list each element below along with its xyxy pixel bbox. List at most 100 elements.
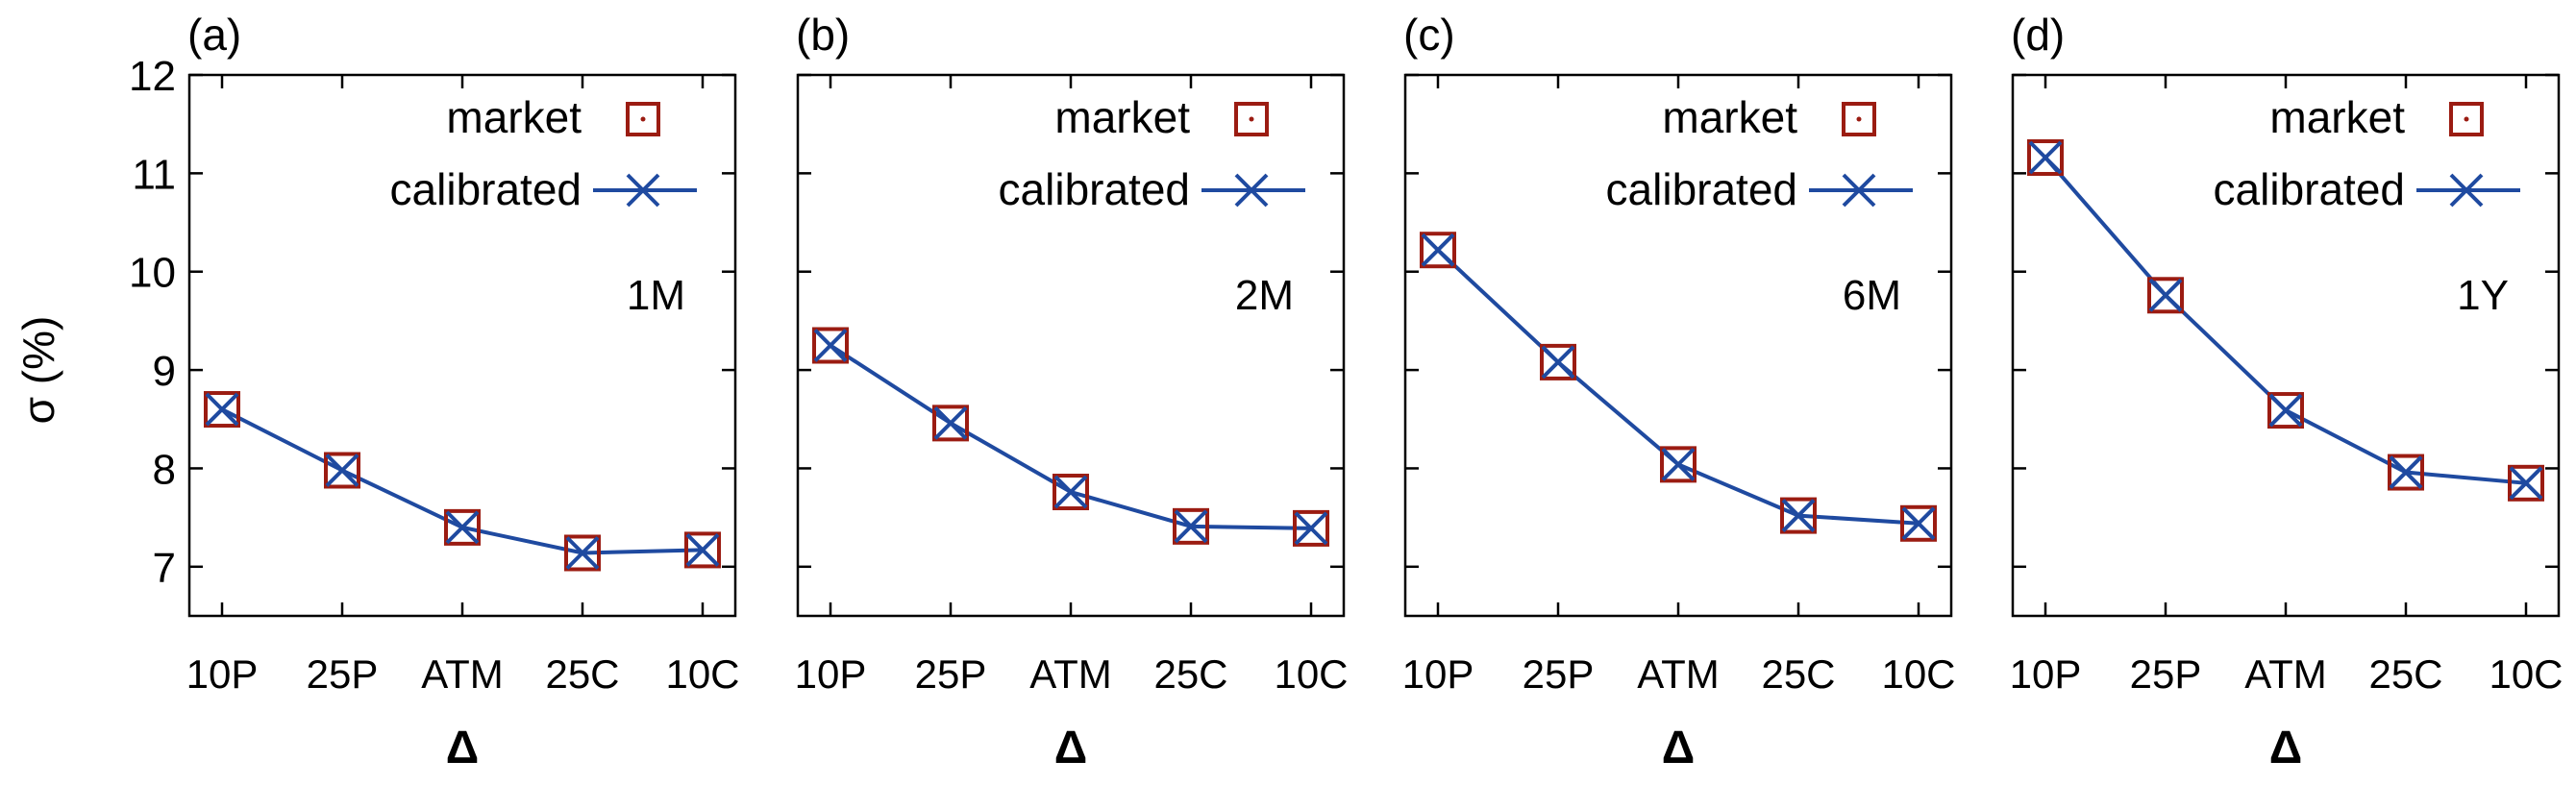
legend-label-market: market <box>446 92 582 142</box>
calibrated-point <box>2028 140 2063 175</box>
legend-label-market: market <box>2269 92 2405 142</box>
calibrated-point <box>1053 475 1088 509</box>
calibrated-point <box>1421 233 1455 267</box>
calibrated-point <box>445 510 480 545</box>
x-axis-label: Δ <box>1662 723 1696 773</box>
plot-frame <box>187 73 737 618</box>
market-point <box>204 391 240 429</box>
legend-market-icon <box>2449 102 2484 136</box>
market-point <box>444 508 481 546</box>
plot-frame <box>1403 73 1953 618</box>
calibrated-point <box>1661 447 1696 481</box>
y-tick-label: 11 <box>132 151 176 198</box>
legend-market-icon <box>1234 102 1269 136</box>
x-tick-label: 25P <box>2130 651 2202 697</box>
market-point <box>932 405 969 442</box>
y-tick-label: 12 <box>129 53 176 100</box>
market-point <box>324 452 360 489</box>
legend-market-dot <box>2464 116 2469 122</box>
legend-label-calibrated: calibrated <box>999 164 1190 214</box>
panel-label: (c) <box>1403 10 1455 60</box>
x-tick-label: 10C <box>1274 651 1348 697</box>
panel-1: 7 8 9 10 11 12 10P 25P ATM 25C 10C Δ (a) 1M market cali… <box>129 10 739 773</box>
x-tick-label: ATM <box>2244 651 2327 697</box>
legend-calibrated-icon <box>2449 173 2484 208</box>
x-tick-label: 25P <box>915 651 987 697</box>
calibrated-point <box>1541 345 1575 380</box>
market-point <box>2508 464 2544 502</box>
x-tick-label: 10C <box>2489 651 2563 697</box>
tenor-label: 1M <box>627 272 685 319</box>
y-tick-label: 9 <box>153 348 176 395</box>
legend-label-calibrated: calibrated <box>1606 164 1797 214</box>
x-tick-label: 25C <box>2368 651 2442 697</box>
y-tick-label: 10 <box>129 250 176 297</box>
market-point <box>1293 509 1329 547</box>
market-point <box>812 327 849 364</box>
x-tick-label: 25P <box>307 651 379 697</box>
panel-2: 10P 25P ATM 25C 10C Δ (b) 2M market calibrated <box>795 10 1349 773</box>
plot-frame <box>796 73 1346 618</box>
legend-label-calibrated: calibrated <box>2214 164 2405 214</box>
market-point <box>2388 454 2424 491</box>
calibrated-point <box>2389 455 2423 489</box>
x-tick-label: 10P <box>1402 651 1474 697</box>
legend-market-dot <box>1856 116 1862 122</box>
legend-label-market: market <box>1662 92 1797 142</box>
x-tick-label: 25C <box>1153 651 1227 697</box>
x-tick-label: 25C <box>545 651 619 697</box>
market-point <box>1053 474 1089 511</box>
panel-4: 10P 25P ATM 25C 10C Δ (d) 1Y market calibrated <box>2010 10 2564 773</box>
calibrated-line <box>221 407 704 555</box>
market-point <box>1780 497 1817 534</box>
y-tick-label: 7 <box>153 545 176 592</box>
market-point <box>2027 138 2064 176</box>
calibrated-point <box>1901 506 1936 541</box>
legend-market-icon <box>626 102 660 136</box>
legend-market-dot <box>640 116 646 122</box>
legend-label-market: market <box>1054 92 1190 142</box>
calibrated-point <box>1174 509 1208 544</box>
calibrated-point <box>205 392 239 427</box>
calibrated-line <box>829 343 1312 530</box>
y-axis-label: σ (%) <box>13 316 63 425</box>
legend-calibrated-icon <box>1234 173 1269 208</box>
tenor-label: 6M <box>1843 272 1901 319</box>
tenor-label: 2M <box>1235 272 1294 319</box>
legend-calibrated-icon <box>1842 173 1876 208</box>
x-tick-label: 10C <box>1881 651 1955 697</box>
x-axis-label: Δ <box>2269 723 2303 773</box>
calibrated-point <box>813 329 848 362</box>
calibrated-point <box>1294 511 1328 546</box>
x-axis-label: Δ <box>1054 723 1088 773</box>
market-point <box>1900 504 1937 542</box>
x-tick-label: 25C <box>1761 651 1835 697</box>
x-tick-label: ATM <box>1637 651 1720 697</box>
x-tick-label: 10C <box>665 651 739 697</box>
calibrated-point <box>933 405 968 440</box>
calibrated-point <box>2268 393 2303 428</box>
x-tick-label: ATM <box>1029 651 1112 697</box>
panel-label: (d) <box>2011 10 2065 60</box>
plot-frame <box>2011 73 2561 618</box>
y-tick-label: 8 <box>153 446 176 493</box>
panel-3: 10P 25P ATM 25C 10C Δ (c) 6M market calibrated <box>1402 10 1956 773</box>
market-point <box>684 531 721 569</box>
calibrated-point <box>565 536 600 570</box>
x-tick-label: ATM <box>421 651 504 697</box>
market-point <box>2267 392 2304 429</box>
market-point <box>1420 232 1456 269</box>
x-tick-label: 10P <box>186 651 259 697</box>
panel-label: (b) <box>796 10 850 60</box>
x-tick-label: 25P <box>1523 651 1595 697</box>
market-point <box>1660 446 1697 483</box>
tenor-label: 1Y <box>2457 272 2509 319</box>
legend-label-calibrated: calibrated <box>390 164 582 214</box>
market-point <box>564 534 601 572</box>
calibrated-point <box>2509 466 2543 501</box>
market-point <box>1540 343 1576 380</box>
legend-calibrated-icon <box>626 173 660 208</box>
x-tick-label: 10P <box>795 651 867 697</box>
